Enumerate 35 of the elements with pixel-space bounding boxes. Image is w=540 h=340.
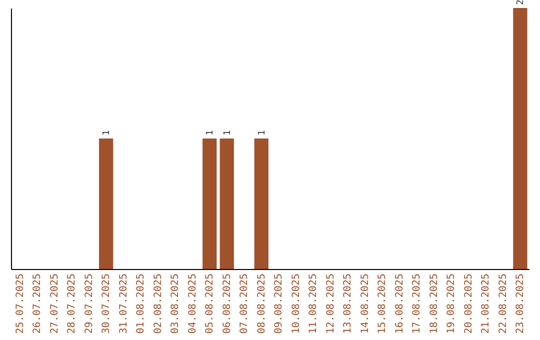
x-tick-label: 20.08.2025 bbox=[463, 274, 474, 334]
x-tick-label: 14.08.2025 bbox=[360, 274, 371, 334]
x-tick-label: 22.08.2025 bbox=[498, 274, 509, 334]
data-label: 1 bbox=[206, 130, 216, 136]
x-tick-label: 16.08.2025 bbox=[394, 274, 406, 334]
x-tick-label: 03.08.2025 bbox=[170, 274, 182, 334]
x-tick-label: 02.08.2025 bbox=[152, 274, 164, 334]
x-tick-label: 07.08.2025 bbox=[239, 274, 250, 334]
x-tick-label: 08.08.2025 bbox=[256, 274, 268, 334]
x-tick-label: 30.07.2025 bbox=[101, 274, 112, 334]
x-tick-label: 28.07.2025 bbox=[66, 274, 78, 334]
x-tick-label: 10.08.2025 bbox=[290, 274, 302, 334]
data-label: 1 bbox=[102, 130, 112, 136]
x-tick-label: 13.08.2025 bbox=[342, 274, 354, 334]
x-tick-label: 04.08.2025 bbox=[187, 274, 198, 334]
x-tick-label: 29.07.2025 bbox=[84, 274, 95, 334]
data-label: 1 bbox=[257, 130, 268, 136]
x-tick-label: 21.08.2025 bbox=[480, 274, 492, 334]
x-tick-label: 27.07.2025 bbox=[49, 274, 60, 334]
x-tick-label: 26.07.2025 bbox=[32, 274, 44, 334]
data-label: 1 bbox=[222, 130, 233, 136]
x-tick-label: 25.07.2025 bbox=[14, 274, 26, 334]
x-tick-label: 11.08.2025 bbox=[308, 274, 320, 334]
x-tick-label: 15.08.2025 bbox=[377, 274, 388, 334]
x-tick-label: 31.07.2025 bbox=[118, 274, 130, 334]
data-label: 2 bbox=[516, 0, 526, 5]
x-tick-label: 06.08.2025 bbox=[222, 274, 233, 334]
x-tick-label: 18.08.2025 bbox=[428, 274, 440, 334]
x-tick-label: 12.08.2025 bbox=[325, 274, 336, 334]
x-tick-label: 19.08.2025 bbox=[446, 274, 458, 334]
x-tick-label: 05.08.2025 bbox=[204, 274, 216, 334]
x-tick-label: 09.08.2025 bbox=[274, 274, 285, 334]
x-tick-label: 23.08.2025 bbox=[515, 274, 526, 334]
x-tick-label: 01.08.2025 bbox=[136, 274, 147, 334]
x-tick-label: 17.08.2025 bbox=[412, 274, 423, 334]
